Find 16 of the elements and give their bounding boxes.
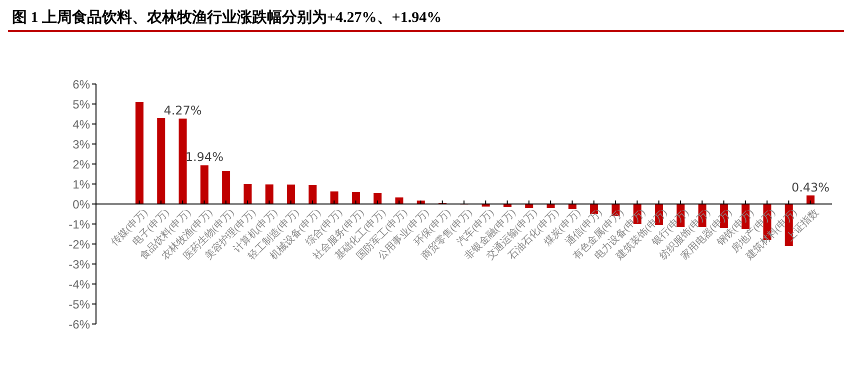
- y-tick-label: -4%: [68, 277, 90, 292]
- y-tick-label: 0%: [72, 197, 90, 212]
- y-tick-label: -1%: [68, 217, 90, 232]
- chart-title: 图 1 上周食品饮料、农林牧渔行业涨跌幅分别为+4.27%、+1.94%: [8, 8, 844, 32]
- y-tick-label: -5%: [68, 297, 90, 312]
- y-tick-label: 6%: [72, 77, 90, 92]
- data-label: 0.43%: [791, 180, 830, 194]
- y-tick-label: -3%: [68, 257, 90, 272]
- y-tick-label: 5%: [72, 97, 90, 112]
- y-tick-label: -6%: [68, 317, 90, 332]
- y-tick-label: -2%: [68, 237, 90, 252]
- y-tick-label: 2%: [72, 157, 90, 172]
- data-label: 4.27%: [164, 104, 202, 118]
- y-tick-label: 4%: [72, 117, 90, 132]
- y-tick-label: 1%: [72, 177, 90, 192]
- y-tick-label: 3%: [72, 137, 90, 152]
